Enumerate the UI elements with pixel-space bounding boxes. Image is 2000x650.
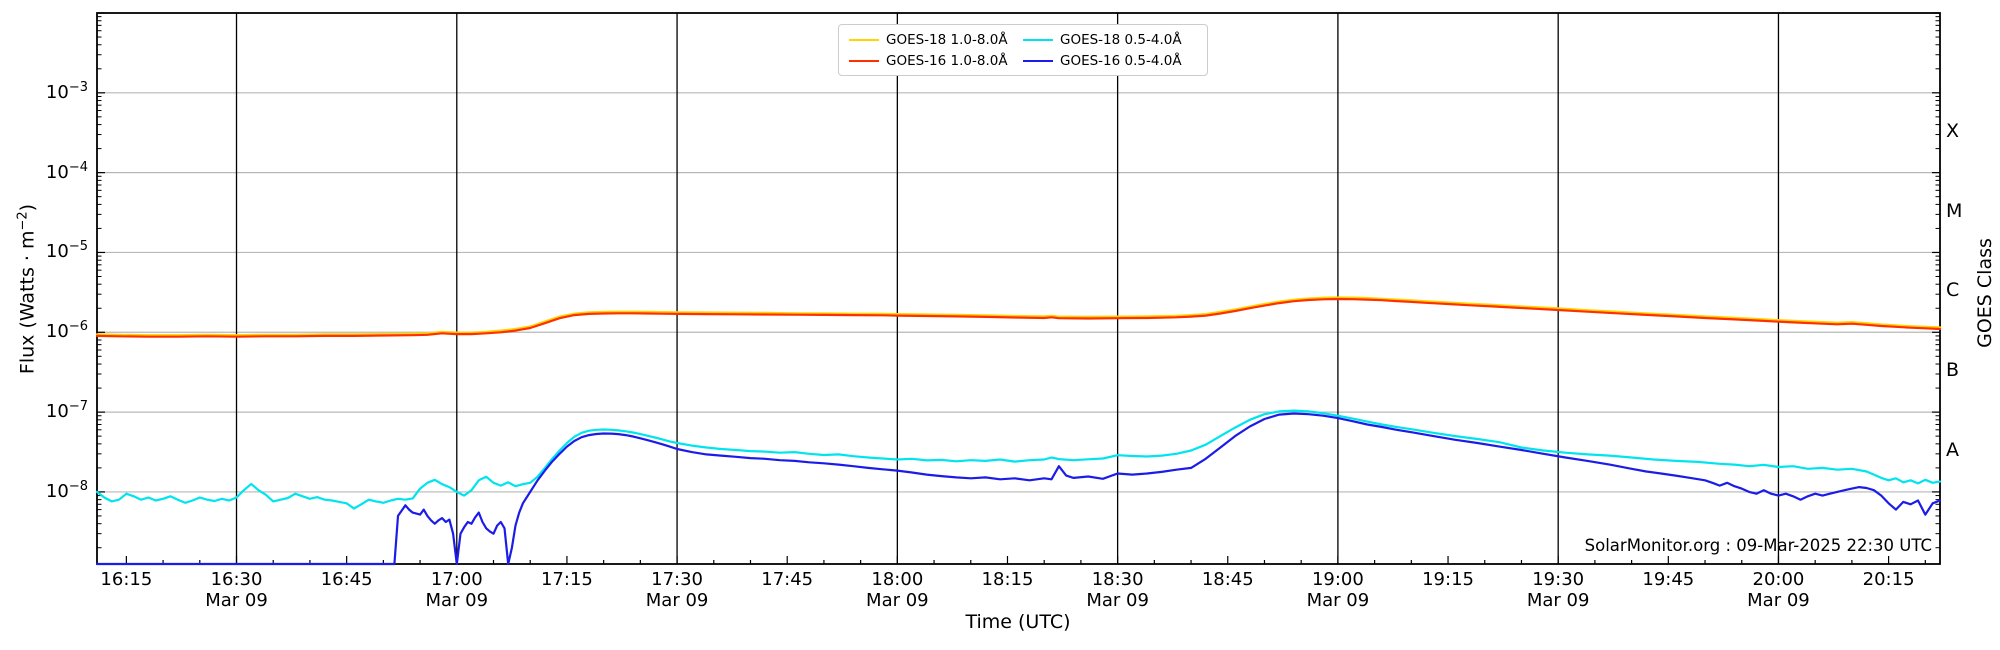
- x-tick-label: 16:30 Mar 09: [172, 569, 302, 611]
- y-tick-label: 10−4: [45, 159, 88, 183]
- series-goes-18-0.5-4.0-: [95, 409, 1942, 510]
- x-tick-label: 17:45: [722, 569, 852, 590]
- y-tick-exponent: −3: [68, 79, 88, 95]
- x-tick-label: 17:00 Mar 09: [392, 569, 522, 611]
- legend-line-swatch: [1023, 59, 1053, 62]
- y-tick-label: 10−3: [45, 79, 88, 103]
- series-goes-16-0.5-4.0-: [95, 412, 1942, 566]
- y-tick-label: 10−5: [45, 239, 88, 263]
- goes-class-letter-x: X: [1946, 119, 1960, 142]
- x-tick-date: Mar 09: [425, 590, 489, 611]
- x-tick-date: Mar 09: [1086, 590, 1149, 611]
- legend-label: GOES-16 1.0-8.0Å: [886, 52, 1008, 69]
- y-tick-exponent: −6: [68, 319, 88, 335]
- goes-class-letter-a: A: [1946, 439, 1959, 461]
- legend-line-swatch: [849, 59, 879, 62]
- legend-label: GOES-18 1.0-8.0Å: [886, 31, 1008, 48]
- plot-border: [96, 12, 1941, 565]
- series-goes-18-1.0-8.0-: [95, 296, 1942, 337]
- y-tick-exponent: −7: [68, 399, 88, 415]
- y-axis-title-exponent: −2: [15, 211, 31, 231]
- x-tick-date: Mar 09: [205, 590, 268, 611]
- x-tick-time: 20:15: [1862, 569, 1915, 590]
- x-tick-time: 18:00: [871, 569, 924, 590]
- legend-label: GOES-18 0.5-4.0Å: [1060, 31, 1182, 48]
- goes-class-letter-b: B: [1946, 359, 1960, 382]
- x-tick-time: 16:15: [100, 569, 153, 590]
- x-tick-time: 17:45: [761, 569, 814, 590]
- x-tick-time: 18:30: [1091, 569, 1144, 590]
- y-axis-title: Flux (Watts · m−2): [15, 203, 39, 375]
- x-tick-label: 19:30 Mar 09: [1493, 569, 1623, 611]
- series-goes-16-1.0-8.0-: [95, 297, 1942, 338]
- x-tick-time: 20:00: [1752, 569, 1805, 590]
- legend: GOES-18 1.0-8.0Å GOES-16 1.0-8.0Å GOES-18 …: [838, 24, 1208, 76]
- legend-label: GOES-16 0.5-4.0Å: [1060, 52, 1182, 69]
- x-tick-time: 17:15: [540, 569, 593, 590]
- x-axis-title: Time (UTC): [965, 611, 1071, 633]
- x-tick-date: Mar 09: [866, 590, 929, 611]
- x-tick-time: 19:15: [1422, 569, 1474, 590]
- x-tick-date: Mar 09: [645, 590, 709, 611]
- y-tick-exponent: −8: [68, 478, 88, 494]
- x-tick-label: 19:00 Mar 09: [1273, 569, 1403, 611]
- x-tick-date: Mar 09: [1526, 590, 1590, 611]
- x-tick-time: 17:00: [430, 569, 483, 590]
- x-tick-label: 17:15: [502, 569, 632, 590]
- x-tick-label: 20:15: [1824, 569, 1954, 590]
- x-tick-time: 18:15: [981, 569, 1034, 590]
- x-tick-label: 19:15: [1383, 569, 1513, 590]
- y-tick-label: 10−6: [45, 319, 88, 343]
- y-tick-label: 10−7: [45, 399, 88, 423]
- x-tick-label: 19:45: [1603, 569, 1733, 590]
- x-tick-label: 17:30 Mar 09: [612, 569, 742, 611]
- goes-class-letter-m: M: [1946, 199, 1963, 222]
- y-tick-label: 10−8: [45, 478, 88, 502]
- legend-line-swatch: [849, 38, 879, 41]
- x-tick-time: 17:30: [651, 569, 703, 590]
- x-tick-label: 18:00 Mar 09: [832, 569, 962, 611]
- x-tick-time: 19:45: [1642, 569, 1695, 590]
- x-tick-date: Mar 09: [1306, 590, 1370, 611]
- y-tick-exponent: −5: [68, 239, 88, 255]
- x-tick-label: 18:30 Mar 09: [1053, 569, 1183, 611]
- legend-item: GOES-18 0.5-4.0Å: [1023, 30, 1197, 49]
- x-tick-label: 18:45: [1163, 569, 1293, 590]
- x-tick-time: 16:30: [210, 569, 263, 590]
- x-tick-label: 18:15: [942, 569, 1072, 590]
- goes-class-letter-c: C: [1946, 279, 1960, 302]
- x-tick-label: 16:15: [61, 569, 191, 590]
- source-annotation: SolarMonitor.org : 09-Mar-2025 22:30 UTC: [1584, 536, 1932, 555]
- x-tick-time: 16:45: [320, 569, 373, 590]
- right-axis-title: GOES Class: [1974, 238, 1996, 348]
- x-tick-time: 19:00: [1311, 569, 1364, 590]
- x-tick-label: 20:00 Mar 09: [1713, 569, 1843, 611]
- legend-item: GOES-16 1.0-8.0Å: [849, 51, 1023, 70]
- x-tick-time: 18:45: [1201, 569, 1254, 590]
- x-tick-date: Mar 09: [1747, 590, 1810, 611]
- x-tick-time: 19:30: [1532, 569, 1585, 590]
- y-tick-exponent: −4: [68, 159, 88, 175]
- legend-item: GOES-16 0.5-4.0Å: [1023, 51, 1197, 70]
- legend-item: GOES-18 1.0-8.0Å: [849, 30, 1023, 49]
- x-tick-label: 16:45: [282, 569, 412, 590]
- legend-line-swatch: [1023, 38, 1053, 41]
